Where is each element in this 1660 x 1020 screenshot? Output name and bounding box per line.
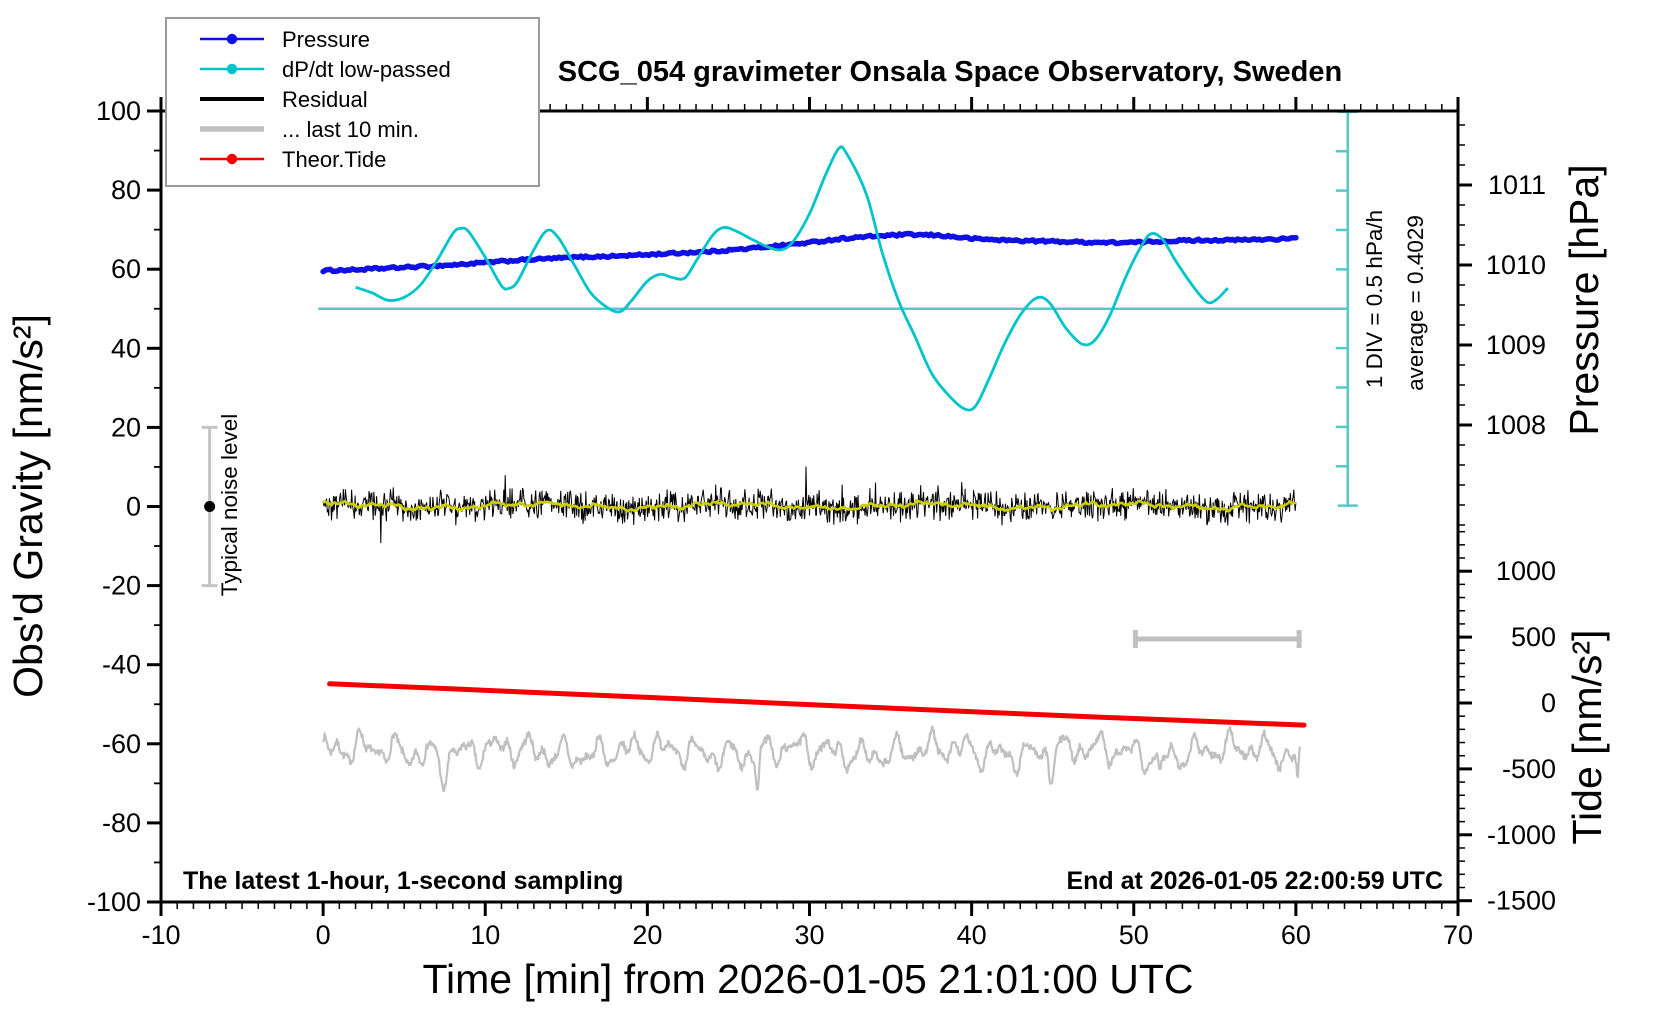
- legend-item-label: Pressure: [282, 27, 370, 52]
- legend-item: Theor.Tide: [200, 147, 386, 172]
- pressure-tick-label: 1008: [1486, 410, 1546, 440]
- pressure-axis-title: Pressure [hPa]: [1561, 164, 1607, 435]
- sampling-note: The latest 1-hour, 1-second sampling: [183, 867, 623, 895]
- gravity-tick-label: -60: [102, 729, 141, 759]
- gravity-tick-label: -40: [102, 650, 141, 680]
- tide-axis-title: Tide [nm/s²]: [1564, 630, 1610, 845]
- tide-tick-label: -500: [1502, 754, 1556, 784]
- time-tick-label: 40: [957, 920, 987, 950]
- time-tick-label: -10: [141, 920, 180, 950]
- legend-item: ... last 10 min.: [200, 117, 419, 142]
- gravity-tick-label: 60: [111, 254, 141, 284]
- pressure-tick-label: 1010: [1486, 250, 1546, 280]
- time-tick-label: 20: [632, 920, 662, 950]
- tide-tick-label: -1500: [1487, 886, 1556, 916]
- gravity-tick-label: 20: [111, 412, 141, 442]
- x-axis-title: Time [min] from 2026-01-05 21:01:00 UTC: [423, 956, 1194, 1002]
- last10min-curve: [322, 725, 1302, 793]
- gravity-tick-label: -100: [87, 887, 141, 917]
- tide-tick-label: 0: [1541, 688, 1556, 718]
- pressure-tick-label: 1011: [1488, 170, 1546, 200]
- legend-sample-dot: [226, 153, 238, 165]
- legend-item-label: ... last 10 min.: [282, 117, 419, 142]
- noise-level-dot: [204, 501, 216, 512]
- gravity-tick-label: -80: [102, 808, 141, 838]
- time-tick-label: 70: [1443, 920, 1473, 950]
- tide-tick-label: 1000: [1496, 556, 1556, 586]
- end-time-note: End at 2026-01-05 22:00:59 UTC: [1066, 867, 1443, 895]
- time-tick-label: 30: [794, 920, 824, 950]
- div-scale-note: 1 DIV = 0.5 hPa/h: [1362, 210, 1387, 388]
- plot-frame: [159, 109, 1460, 904]
- pressure-tick-label: 1009: [1486, 330, 1546, 360]
- legend-item-label: Theor.Tide: [282, 147, 386, 172]
- noise-level-note: Typical noise level: [217, 414, 242, 597]
- gravity-tick-label: -20: [102, 571, 141, 601]
- tide-tick-label: -1000: [1487, 820, 1556, 850]
- gravity-tick-label: 40: [111, 333, 141, 363]
- time-tick-label: 0: [316, 920, 331, 950]
- legend-item-label: dP/dt low-passed: [282, 57, 451, 82]
- legend-item: Pressure: [200, 27, 370, 52]
- gravity-tick-label: 0: [126, 492, 141, 522]
- gravity-tick-label: 100: [96, 96, 141, 126]
- legend: Pressure dP/dt low-passed Residual ... last…: [165, 17, 540, 187]
- gravity-axis-title: Obs'd Gravity [nm/s²]: [5, 314, 51, 698]
- tide-tick-label: 500: [1511, 622, 1556, 652]
- legend-rows: Pressure dP/dt low-passed Residual ... last…: [200, 27, 451, 172]
- pressure-curve: [320, 230, 1299, 275]
- legend-item-label: Residual: [282, 87, 368, 112]
- time-tick-label: 50: [1119, 920, 1149, 950]
- gravity-tick-label: 80: [111, 175, 141, 205]
- time-tick-label: 10: [470, 920, 500, 950]
- legend-sample-dot: [226, 63, 238, 75]
- time-tick-label: 60: [1281, 920, 1311, 950]
- residual-smoothed-curve: [322, 499, 1297, 513]
- dpdt-curve: [355, 145, 1229, 412]
- data-series: [201, 110, 1358, 793]
- legend-sample-dot: [226, 33, 238, 45]
- chart-title: SCG_054 gravimeter Onsala Space Observat…: [558, 56, 1342, 88]
- legend-item: Residual: [200, 87, 368, 112]
- theor-tide-curve: [327, 681, 1307, 728]
- legend-item: dP/dt low-passed: [200, 57, 451, 82]
- average-note: average = 0.4029: [1403, 215, 1428, 391]
